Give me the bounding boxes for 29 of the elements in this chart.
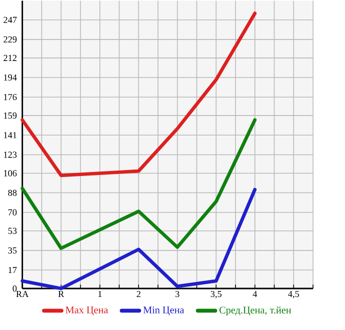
y-tick-label: 212 [4, 54, 16, 62]
y-tick-label: 159 [4, 112, 17, 119]
y-tick-label: 35 [8, 247, 17, 254]
y-tick-label: 194 [4, 74, 17, 81]
line-series [20, 118, 257, 250]
y-tick-label: 88 [8, 190, 17, 196]
x-tick-label: 3 [176, 291, 180, 298]
y-tick-label: 229 [4, 36, 17, 43]
x-tick-label: 4 [252, 291, 258, 298]
y-tick-label: 141 [4, 132, 16, 138]
x-tick-label: 3,5 [210, 291, 222, 299]
line-series [20, 12, 257, 178]
y-tick-label: 123 [4, 152, 17, 158]
y-tick-label: 176 [4, 94, 17, 100]
legend-label: Сред.Цена, т.йен [220, 306, 292, 316]
y-tick-label: 17 [8, 267, 17, 274]
y-tick-label: 106 [4, 170, 17, 176]
line-series [20, 188, 257, 290]
x-tick-label: 1 [98, 291, 102, 298]
legend-label: Min Цена [143, 306, 184, 316]
x-tick-label: RA [16, 291, 29, 298]
y-tick-label: 70 [8, 209, 17, 216]
y-tick-label: 53 [8, 228, 17, 234]
y-tick-label: 247 [4, 16, 17, 23]
y-tick-label: 0 [12, 285, 17, 292]
x-tick-label: R [58, 291, 64, 298]
x-tick-label: 4,5 [288, 291, 300, 298]
x-tick-label: 2 [136, 291, 140, 298]
legend-label: Max Цена [66, 306, 108, 316]
